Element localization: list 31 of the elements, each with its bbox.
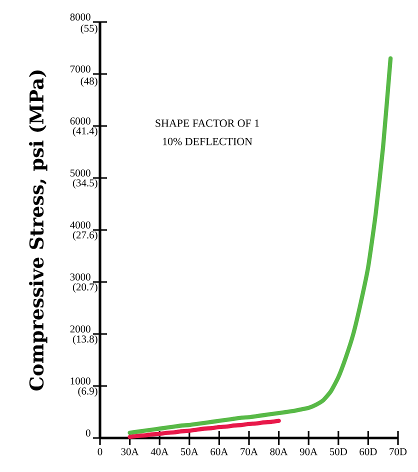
x-tick-label: 80A (270, 448, 288, 456)
y-tick-label: 1000 (70, 377, 90, 385)
x-tick-label: 40A (150, 448, 169, 456)
y2-tick-label: (27.6) (72, 231, 98, 241)
x-tick-label: 70D (390, 448, 407, 456)
x-tick-label: 60A (210, 448, 228, 456)
x-tick-label: 50D (330, 448, 347, 456)
y-tick-label: 0 (86, 429, 90, 437)
y2-tick-label: (6.9) (78, 387, 98, 397)
y-tick-label: 4000 (70, 221, 90, 229)
y-tick-label: 8000 (70, 13, 90, 21)
x-tick-label: 50A (181, 448, 198, 456)
x-tick-label: 90A (300, 448, 318, 456)
y2-tick-label: (13.8) (72, 335, 98, 345)
y-tick-label: 5000 (70, 169, 90, 177)
y2-tick-label: (41.4) (72, 127, 98, 136)
y-tick-label: 6000 (70, 117, 90, 125)
x-tick-label: 60D (360, 448, 377, 456)
y-axis-title: Compressive Stress, psi (MPa) (29, 70, 48, 390)
annotation: 10% DEFLECTION (163, 138, 252, 146)
y2-tick-label: (34.5) (72, 179, 98, 189)
x-tick-label: 70A (240, 448, 258, 456)
y-tick-label: 7000 (70, 65, 90, 73)
y2-tick-label: (48) (80, 77, 98, 87)
x-tick-label: 0 (98, 448, 102, 456)
y2-tick-label: (20.7) (72, 283, 98, 293)
y2-tick-label: (55) (80, 24, 98, 34)
annotation: SHAPE FACTOR OF 1 (156, 120, 259, 127)
x-tick-label: 30A (121, 448, 139, 456)
y-tick-label: 3000 (70, 273, 90, 281)
y-tick-label: 2000 (70, 325, 90, 333)
